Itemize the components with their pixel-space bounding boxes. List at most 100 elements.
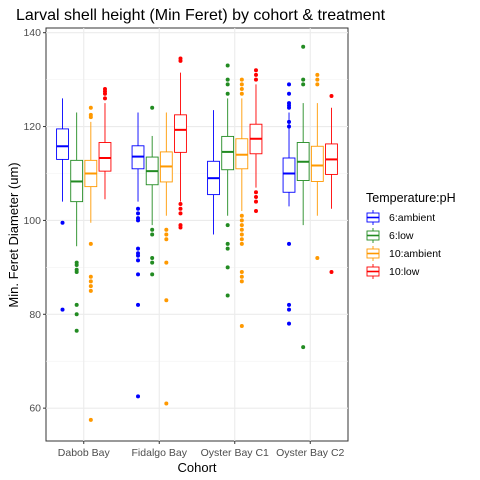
outlier-point [178,211,183,216]
y-tick-label: 80 [29,309,41,321]
legend-title: Temperature:pH [366,191,456,205]
outlier-point [239,232,244,237]
outlier-point [301,82,306,87]
outlier-point [150,105,155,110]
outlier-point [301,345,306,350]
outlier-point [225,82,230,87]
y-tick-label: 120 [23,121,41,133]
outlier-point [315,77,320,82]
outlier-point [239,241,244,246]
box-6:ambient-Fidalgo Bay [131,112,145,399]
outlier-point [239,91,244,96]
outlier-point [329,94,334,99]
outlier-point [225,223,230,228]
y-tick-label: 100 [23,215,41,227]
outlier-point [88,417,93,422]
outlier-point [136,258,141,263]
outlier-point [239,279,244,284]
box-iqr [310,145,324,182]
outlier-point [287,105,292,110]
outlier-point [88,284,93,289]
outlier-point [88,274,93,279]
legend-label: 6:ambient [389,212,435,224]
x-tick-label: Dabob Bay [58,447,111,459]
box-10:low-Dabob Bay [98,87,112,200]
legend: Temperature:pH 6:ambient 6:low 10:ambient 1… [366,191,456,279]
box-10:ambient-Fidalgo Bay [159,112,173,406]
box-iqr [221,135,235,171]
outlier-point [136,206,141,211]
outlier-point [102,91,107,96]
box-series [56,44,338,422]
outlier-point [225,241,230,246]
outlier-point [225,246,230,251]
x-tick-label: Oyster Bay C1 [201,447,269,459]
outlier-point [239,324,244,329]
box-10:low-Fidalgo Bay [174,56,187,230]
outlier-point [287,119,292,124]
box-10:low-Oyster Bay C2 [325,94,338,275]
outlier-point [150,260,155,265]
outlier-point [287,82,292,87]
outlier-point [239,213,244,218]
outlier-point [136,218,141,223]
outlier-point [88,279,93,284]
legend-key-10:ambient [366,246,380,261]
outlier-point [164,401,169,406]
legend-key-6:low [366,228,380,243]
box-iqr [282,157,296,193]
legend-key-10:low [366,264,380,279]
box-6:low-Fidalgo Bay [145,105,159,277]
outlier-point [253,199,258,204]
outlier-point [164,298,169,303]
x-tick-label: Oyster Bay C2 [276,447,344,459]
outlier-point [150,255,155,260]
y-axis: 60 80 100 120 140 [23,27,46,415]
outlier-point [301,77,306,82]
series-10:low [98,56,338,275]
outlier-point [88,241,93,246]
outlier-point [88,115,93,120]
box-6:ambient-Oyster Bay C2 [282,82,296,326]
outlier-point [178,58,183,63]
legend-label: 6:low [389,230,414,242]
outlier-point [225,77,230,82]
outlier-point [315,255,320,260]
outlier-point [60,220,65,225]
legend-label: 10:low [389,266,420,278]
outlier-point [225,265,230,270]
box-iqr [98,142,112,172]
box-10:low-Oyster Bay C1 [249,68,263,214]
outlier-point [239,237,244,242]
outlier-point [253,68,258,73]
outlier-point [287,307,292,312]
box-10:ambient-Dabob Bay [84,105,98,422]
outlier-point [136,211,141,216]
box-10:ambient-Oyster Bay C2 [310,72,324,260]
y-axis-title: Min. Feret Diameter (um) [6,162,21,307]
box-10:ambient-Oyster Bay C1 [235,77,249,329]
series-6:ambient [56,82,296,399]
box-6:low-Oyster Bay C1 [221,63,235,298]
outlier-point [287,321,292,326]
legend-key-6:ambient [366,210,380,225]
box-6:low-Oyster Bay C2 [296,44,310,350]
outlier-point [74,263,79,268]
outlier-point [315,82,320,87]
outlier-point [60,307,65,312]
outlier-point [329,270,334,275]
outlier-point [150,272,155,277]
outlier-point [253,77,258,82]
outlier-point [239,82,244,87]
outlier-point [239,227,244,232]
outlier-point [315,72,320,77]
outlier-point [287,91,292,96]
outlier-point [178,225,183,230]
outlier-point [239,274,244,279]
outlier-point [287,241,292,246]
box-6:ambient-Oyster Bay C1 [207,110,220,235]
y-tick-label: 140 [23,27,41,39]
outlier-point [253,190,258,195]
y-tick-label: 60 [29,403,41,415]
outlier-point [88,288,93,293]
